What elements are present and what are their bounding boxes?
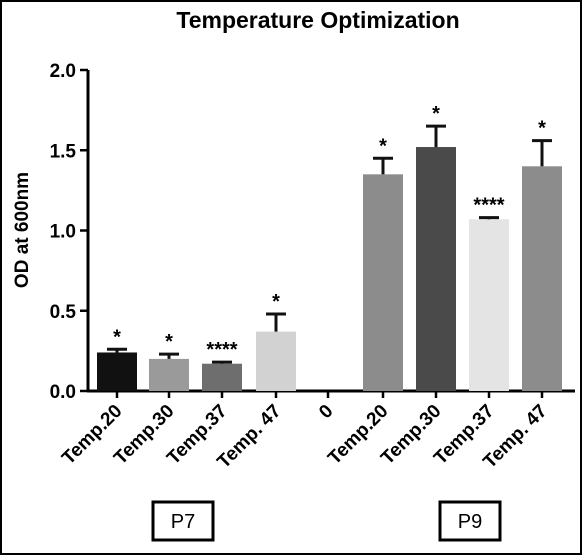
group-boxes: P7 P9 bbox=[151, 500, 502, 542]
y-tick-label: 0.5 bbox=[50, 302, 77, 323]
bar bbox=[363, 174, 403, 391]
significance-label: * bbox=[432, 103, 440, 125]
bar bbox=[202, 363, 242, 391]
group-box bbox=[151, 500, 215, 542]
significance-label: * bbox=[165, 331, 173, 353]
significance-label: **** bbox=[206, 339, 237, 361]
significance-label: * bbox=[538, 118, 546, 140]
y-tick-label: 1.5 bbox=[50, 141, 77, 162]
bars: * * ************ bbox=[97, 103, 562, 391]
y-tick-label: 0.0 bbox=[50, 382, 76, 403]
group-label: P7 bbox=[171, 511, 195, 533]
bar bbox=[149, 358, 189, 391]
bar bbox=[416, 147, 456, 391]
y-ticks: 0.0 0.5 1.0 1.5 2.0 bbox=[50, 61, 88, 403]
bar bbox=[256, 331, 296, 391]
significance-label: * bbox=[113, 326, 121, 348]
group-label: P9 bbox=[458, 511, 482, 533]
bar bbox=[469, 219, 509, 391]
bar bbox=[522, 166, 562, 391]
bar bbox=[97, 352, 137, 391]
significance-label: * bbox=[272, 291, 280, 313]
significance-label: * bbox=[379, 135, 387, 157]
y-axis-label: OD at 600nm bbox=[12, 172, 33, 288]
y-tick-label: 2.0 bbox=[50, 61, 76, 82]
chart-title: Temperature Optimization bbox=[176, 7, 459, 33]
group-box bbox=[438, 500, 502, 542]
y-tick-label: 1.0 bbox=[50, 222, 76, 243]
significance-label: **** bbox=[473, 195, 504, 217]
